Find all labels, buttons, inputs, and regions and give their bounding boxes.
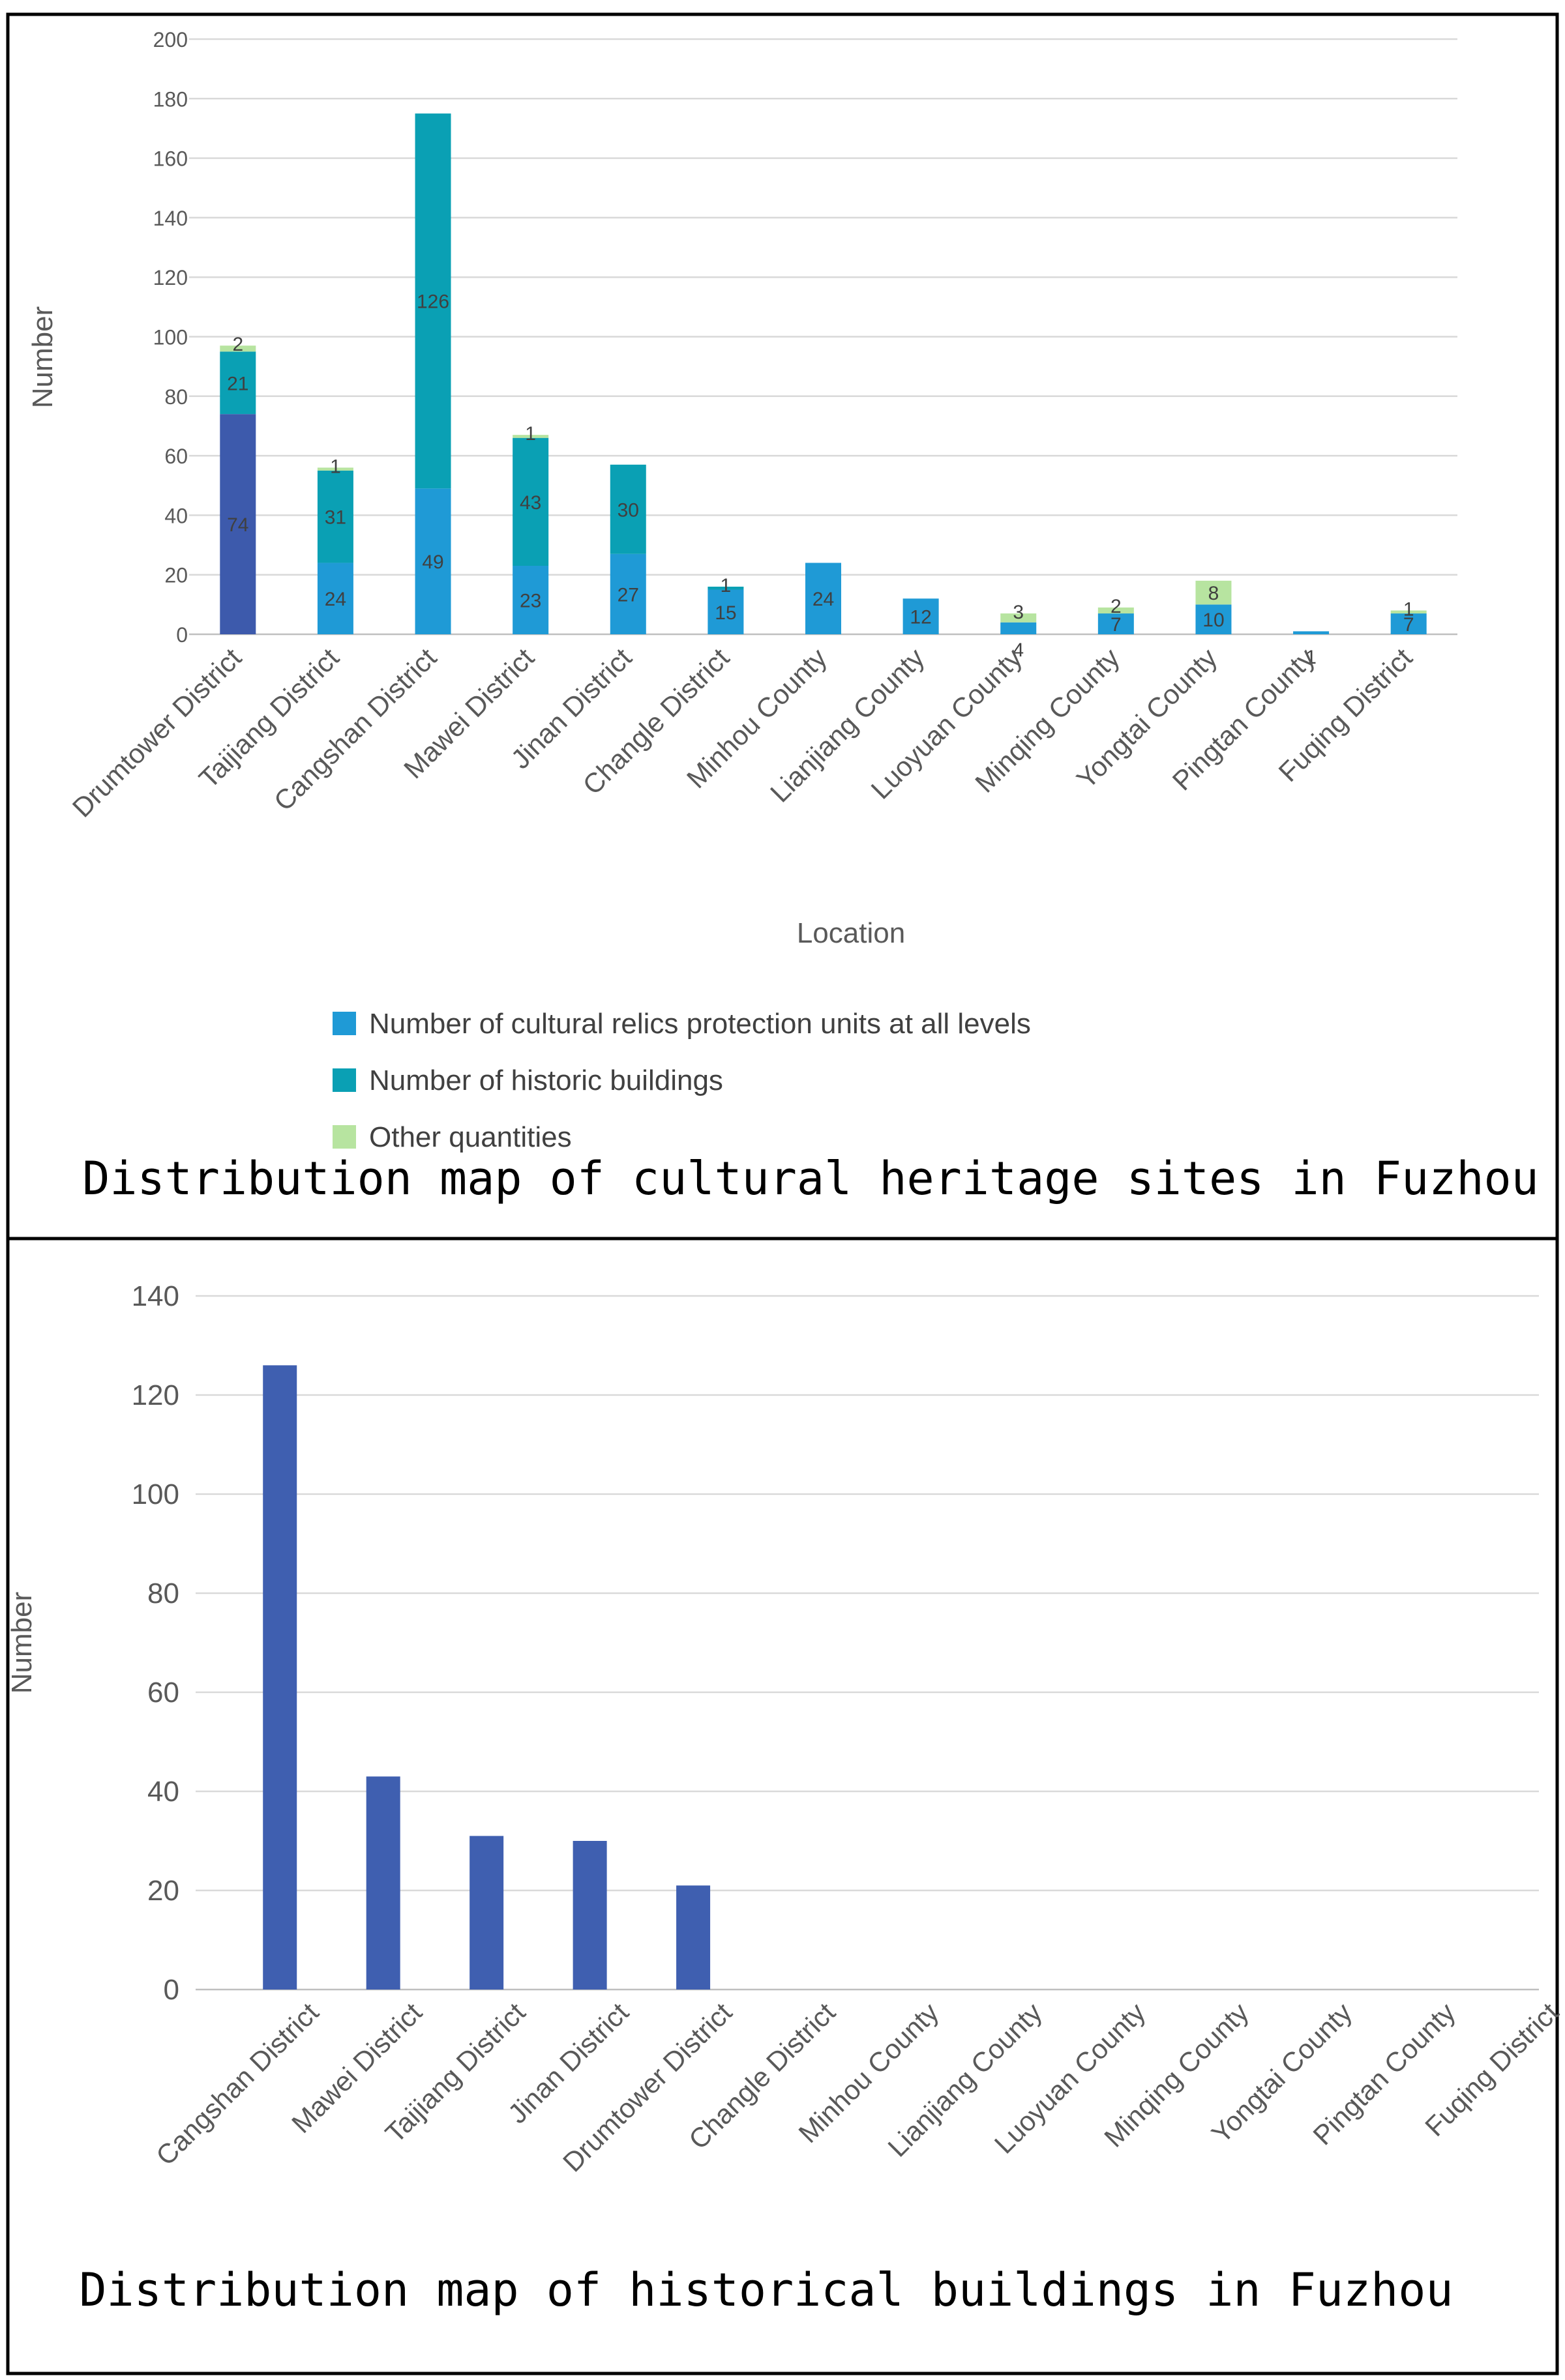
- bar-segment-mawei-district-other-quantities: [513, 435, 549, 438]
- data-label-drumtower-district-number-of-historic-buildings: 21: [227, 373, 248, 394]
- bar-segment-taijiang-district-number-of-historic-buildings: [317, 470, 353, 563]
- bar-segment-changle-district-number-of-cultural-relics-protection-units-at-all-levels: [708, 589, 744, 634]
- y-tick-label: 180: [153, 87, 188, 111]
- legend-swatch-number-of-cultural-relics-protection-units-at-all-levels: [333, 1012, 356, 1035]
- bar-segment-minqing-county-other-quantities: [1097, 607, 1134, 614]
- data-label-drumtower-district-number-of-cultural-relics-protection-units-at-all-levels: 74: [227, 514, 248, 536]
- x-tick-label: Drumtower District: [557, 1997, 738, 2178]
- y-tick-label: 40: [147, 1776, 179, 1808]
- bar-mawei-district: [366, 1776, 400, 1990]
- data-label-yongtai-county-other-quantities: 8: [1208, 583, 1219, 604]
- legend-label-number-of-cultural-relics-protection-units-at-all-levels: Number of cultural relics protection uni…: [369, 1008, 1031, 1040]
- y-axis-title: Number: [27, 306, 59, 409]
- bar-segment-changle-district-number-of-historic-buildings: [708, 586, 744, 590]
- y-tick-label: 80: [164, 385, 188, 409]
- panel-border: [6, 12, 1559, 1239]
- x-axis-title: Location: [797, 917, 905, 949]
- bar-segment-minhou-county-number-of-cultural-relics-protection-units-at-all-levels: [805, 563, 841, 634]
- data-label-pingtan-county-number-of-cultural-relics-protection-units-at-all-levels: 1: [1305, 647, 1317, 668]
- data-label-mawei-district-number-of-historic-buildings: 43: [520, 492, 541, 514]
- bar-segment-pingtan-county-number-of-cultural-relics-protection-units-at-all-levels: [1293, 631, 1330, 634]
- chart-caption: Distribution map of historical buildings…: [79, 2263, 1453, 2317]
- data-label-cangshan-district-number-of-cultural-relics-protection-units-at-all-levels: 49: [422, 551, 443, 573]
- data-label-taijiang-district-number-of-cultural-relics-protection-units-at-all-levels: 24: [325, 589, 346, 610]
- data-label-minhou-county-number-of-cultural-relics-protection-units-at-all-levels: 24: [812, 589, 834, 610]
- data-label-luoyuan-county-number-of-cultural-relics-protection-units-at-all-levels: 4: [1013, 639, 1024, 661]
- data-label-minqing-county-other-quantities: 2: [1110, 596, 1122, 617]
- bar-segment-mawei-district-number-of-historic-buildings: [513, 437, 549, 566]
- data-label-yongtai-county-number-of-cultural-relics-protection-units-at-all-levels: 10: [1202, 610, 1224, 631]
- bar-segment-lianjiang-county-number-of-cultural-relics-protection-units-at-all-levels: [902, 598, 939, 634]
- legend: Number of cultural relics protection uni…: [333, 1008, 1031, 1153]
- bar-segment-drumtower-district-other-quantities: [220, 345, 256, 352]
- y-tick-label: 140: [132, 1280, 179, 1312]
- x-tick-label: Cangshan District: [268, 642, 443, 817]
- legend-label-number-of-historic-buildings: Number of historic buildings: [369, 1065, 723, 1096]
- y-tick-label: 160: [153, 147, 188, 171]
- data-label-taijiang-district-number-of-historic-buildings: 31: [325, 507, 346, 529]
- y-tick-label: 80: [147, 1578, 179, 1609]
- bar-segment-cangshan-district-number-of-historic-buildings: [415, 113, 451, 489]
- y-tick-label: 100: [132, 1478, 179, 1510]
- cultural-heritage-chart-panel: 74 21 2 24 31 1 49 126 23 43 1 27 30 15 1 24 12 4 3 7 2 10 8 1 7…: [6, 12, 1559, 1239]
- data-label-cangshan-district-number-of-historic-buildings: 126: [417, 291, 449, 313]
- y-axis-title: Number: [6, 1592, 38, 1694]
- y-tick-label: 120: [132, 1379, 179, 1411]
- chart-caption: Distribution map of cultural heritage si…: [82, 1152, 1539, 1205]
- bar-segment-luoyuan-county-other-quantities: [1000, 613, 1037, 623]
- data-label-drumtower-district-other-quantities: 2: [232, 334, 243, 355]
- data-label-taijiang-district-other-quantities: 1: [330, 456, 341, 477]
- data-label-fuqing-district-other-quantities: 1: [1403, 598, 1414, 620]
- y-tick-label: 120: [153, 266, 188, 289]
- data-label-jinan-district-number-of-historic-buildings: 30: [618, 499, 639, 521]
- y-tick-label: 20: [164, 564, 188, 587]
- data-label-luoyuan-county-other-quantities: 3: [1013, 602, 1024, 623]
- data-label-changle-district-number-of-historic-buildings: 1: [721, 575, 732, 596]
- bar-segment-jinan-district-number-of-cultural-relics-protection-units-at-all-levels: [610, 553, 646, 634]
- bar-drumtower-district: [676, 1885, 711, 1990]
- data-label-changle-district-number-of-cultural-relics-protection-units-at-all-levels: 15: [715, 602, 736, 624]
- panel-border: [6, 1239, 1559, 2375]
- y-tick-label: 0: [164, 1974, 179, 2006]
- bar-jinan-district: [573, 1841, 607, 1990]
- bar-segment-luoyuan-county-number-of-cultural-relics-protection-units-at-all-levels: [1000, 622, 1037, 634]
- data-label-mawei-district-number-of-cultural-relics-protection-units-at-all-levels: 23: [520, 591, 541, 612]
- y-tick-label: 40: [164, 504, 188, 527]
- bar-segment-taijiang-district-number-of-cultural-relics-protection-units-at-all-levels: [317, 563, 353, 634]
- x-tick-label: Drumtower District: [67, 642, 248, 823]
- y-tick-label: 200: [153, 28, 188, 51]
- cultural-heritage-stacked-bar-chart: 7421224311491262343127301512412437210817…: [6, 12, 1559, 1239]
- x-tick-label: Cangshan District: [150, 1997, 325, 2171]
- data-label-mawei-district-other-quantities: 1: [525, 423, 536, 445]
- historical-buildings-chart-panel: 0 20 40 60 80 100 120 140 Cangshan District Mawe…: [0, 1239, 1565, 2380]
- legend-swatch-other-quantities: [333, 1125, 356, 1149]
- y-tick-label: 0: [176, 623, 188, 647]
- y-tick-label: 140: [153, 207, 188, 230]
- y-tick-label: 60: [147, 1677, 179, 1709]
- bar-segment-drumtower-district-number-of-historic-buildings: [220, 351, 256, 415]
- y-tick-label: 60: [164, 445, 188, 468]
- legend-label-other-quantities: Other quantities: [369, 1121, 572, 1153]
- data-label-fuqing-district-number-of-cultural-relics-protection-units-at-all-levels: 7: [1403, 614, 1414, 636]
- bar-segment-fuqing-district-number-of-cultural-relics-protection-units-at-all-levels: [1390, 613, 1427, 634]
- bar-segment-jinan-district-number-of-historic-buildings: [610, 464, 646, 554]
- bar-segment-mawei-district-number-of-cultural-relics-protection-units-at-all-levels: [513, 566, 549, 634]
- data-label-jinan-district-number-of-cultural-relics-protection-units-at-all-levels: 27: [618, 584, 639, 606]
- bar-segment-drumtower-district-number-of-cultural-relics-protection-units-at-all-levels: [220, 414, 256, 634]
- data-label-minqing-county-number-of-cultural-relics-protection-units-at-all-levels: 7: [1110, 614, 1122, 636]
- bar-taijiang-district: [470, 1836, 504, 1990]
- bar-segment-cangshan-district-number-of-cultural-relics-protection-units-at-all-levels: [415, 488, 451, 634]
- y-tick-label: 20: [147, 1875, 179, 1907]
- bar-segment-yongtai-county-other-quantities: [1195, 580, 1232, 605]
- bar-segment-taijiang-district-other-quantities: [317, 467, 353, 471]
- bar-cangshan-district: [263, 1365, 297, 1990]
- bar-segment-fuqing-district-other-quantities: [1390, 610, 1427, 614]
- bar-segment-minqing-county-number-of-cultural-relics-protection-units-at-all-levels: [1097, 613, 1134, 634]
- bar-segment-yongtai-county-number-of-cultural-relics-protection-units-at-all-levels: [1195, 604, 1232, 634]
- y-tick-label: 100: [153, 326, 188, 349]
- legend-swatch-number-of-historic-buildings: [333, 1068, 356, 1092]
- data-label-lianjiang-county-number-of-cultural-relics-protection-units-at-all-levels: 12: [910, 607, 931, 628]
